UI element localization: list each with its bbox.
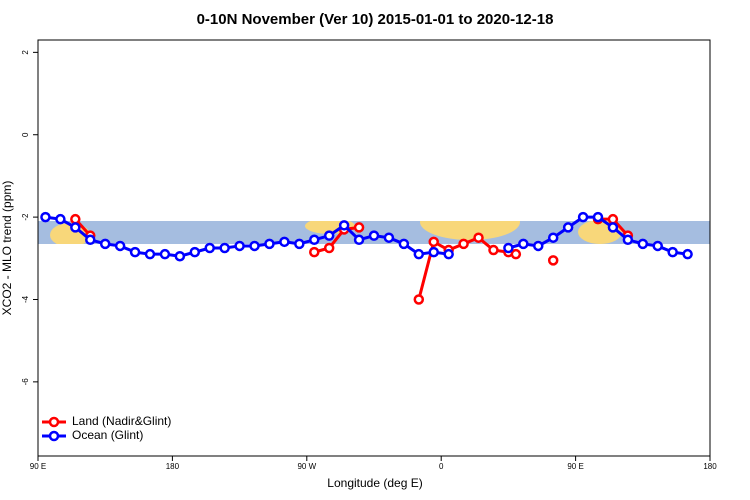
- data-point: [70, 222, 81, 233]
- data-point: [518, 238, 529, 250]
- data-point: [279, 236, 290, 248]
- y-axis-label: XCO2 - MLO trend (ppm): [0, 181, 14, 316]
- data-point: [159, 248, 171, 260]
- data-point: [533, 240, 544, 252]
- data-point: [547, 232, 559, 243]
- data-point: [398, 238, 410, 250]
- data-point: [652, 240, 663, 252]
- data-point: [55, 213, 66, 225]
- data-point: [682, 248, 693, 260]
- x-tick-label: 180: [703, 462, 717, 471]
- data-point: [607, 222, 619, 233]
- data-point: [637, 238, 649, 250]
- data-point: [503, 242, 514, 254]
- data-point: [219, 242, 230, 254]
- data-point: [189, 246, 201, 258]
- data-point: [99, 238, 111, 250]
- data-point: [70, 213, 81, 225]
- data-point: [562, 222, 574, 233]
- y-tick-label: 0: [21, 132, 30, 137]
- data-point: [114, 240, 126, 252]
- data-point: [353, 234, 365, 246]
- data-point: [353, 222, 365, 233]
- data-point: [144, 248, 156, 260]
- legend-label: Ocean (Glint): [72, 428, 143, 442]
- data-point: [338, 220, 350, 231]
- chart-title: 0-10N November (Ver 10) 2015-01-01 to 20…: [197, 11, 554, 28]
- data-point: [234, 240, 245, 252]
- data-point: [577, 211, 589, 223]
- data-point: [309, 246, 320, 258]
- plot-frame: [37, 39, 711, 457]
- data-point: [413, 294, 425, 305]
- data-point: [264, 238, 275, 250]
- x-tick-label: 180: [166, 462, 180, 471]
- data-point: [323, 242, 335, 254]
- x-tick-label: 0: [439, 462, 444, 471]
- y-tick-label: -4: [21, 295, 30, 303]
- data-point: [607, 213, 619, 225]
- data-point: [473, 232, 484, 243]
- data-point: [510, 248, 522, 260]
- data-point: [294, 238, 305, 250]
- data-point: [129, 246, 141, 258]
- data-point: [488, 244, 499, 256]
- legend-label: Land (Nadir&Glint): [72, 414, 171, 428]
- data-point: [428, 236, 439, 248]
- x-tick-label: 90 E: [567, 462, 583, 471]
- data-point: [323, 230, 335, 241]
- x-tick-label: 90 W: [297, 462, 316, 471]
- data-point: [413, 248, 425, 260]
- data-point: [40, 211, 51, 223]
- data-point: [368, 230, 380, 241]
- data-point: [204, 242, 215, 254]
- data-point: [592, 211, 604, 223]
- data-point: [458, 238, 469, 250]
- x-tick-label: 90 E: [30, 462, 46, 471]
- data-point: [667, 246, 678, 258]
- data-point: [249, 240, 260, 252]
- data-point: [622, 234, 634, 246]
- data-point: [428, 246, 439, 258]
- y-tick-label: 2: [21, 50, 30, 55]
- series-line: [313, 225, 360, 254]
- y-tick-label: -2: [21, 213, 30, 221]
- data-point: [85, 234, 96, 246]
- legend-marker: [48, 430, 60, 442]
- data-point: [309, 234, 320, 246]
- y-tick-label: -6: [21, 378, 30, 386]
- data-point: [383, 232, 395, 243]
- series-line: [45, 215, 449, 258]
- data-point: [174, 250, 186, 262]
- x-axis-label: Longitude (deg E): [327, 476, 422, 490]
- data-point: [443, 248, 454, 260]
- legend-marker: [48, 416, 60, 428]
- data-point: [547, 255, 559, 266]
